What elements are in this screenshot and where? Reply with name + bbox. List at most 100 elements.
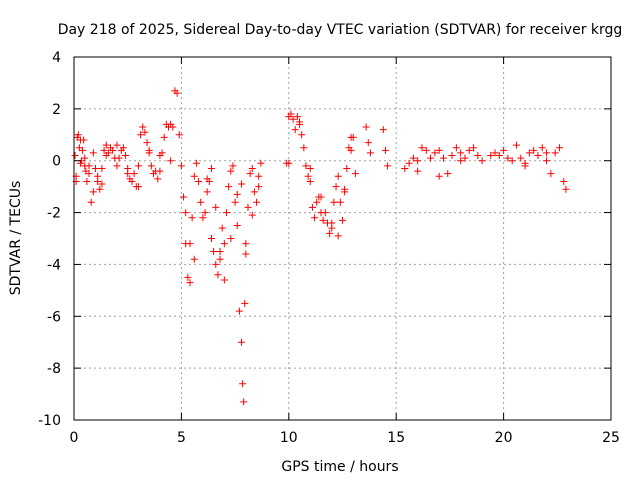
- data-point: [255, 183, 263, 191]
- data-point: [525, 149, 533, 157]
- data-point: [336, 198, 344, 206]
- data-point: [487, 152, 495, 160]
- data-point: [227, 167, 235, 175]
- data-point: [319, 216, 327, 224]
- data-point: [203, 188, 211, 196]
- data-point: [197, 198, 205, 206]
- data-point: [543, 149, 551, 157]
- data-point: [177, 162, 185, 170]
- data-point: [418, 144, 426, 152]
- data-point: [343, 164, 351, 172]
- data-point: [244, 203, 252, 211]
- data-point: [289, 115, 297, 123]
- plot-frame: [73, 56, 612, 421]
- data-point: [210, 247, 218, 255]
- data-point: [182, 240, 190, 248]
- data-point: [547, 170, 555, 178]
- data-point: [184, 273, 192, 281]
- data-point: [109, 146, 117, 154]
- data-point: [81, 162, 89, 170]
- data-point: [134, 162, 142, 170]
- data-point: [85, 170, 93, 178]
- data-point: [517, 154, 525, 162]
- data-point: [154, 175, 162, 183]
- data-point: [233, 190, 241, 198]
- data-point: [470, 144, 478, 152]
- data-point: [137, 131, 145, 139]
- data-point: [302, 162, 310, 170]
- x-tick-label: 10: [280, 430, 298, 446]
- labels-layer: 0 5 10 15 20 25 -10 -8 -6 -4 -2 0 2 4: [38, 50, 620, 446]
- data-point: [495, 152, 503, 160]
- data-point: [239, 380, 247, 388]
- data-point: [227, 235, 235, 242]
- data-point: [439, 154, 447, 162]
- data-point: [250, 188, 258, 196]
- data-point: [218, 224, 226, 232]
- data-point: [560, 177, 568, 185]
- data-point: [242, 250, 250, 258]
- data-point: [190, 172, 198, 180]
- data-point: [248, 211, 256, 219]
- data-point: [235, 307, 243, 315]
- data-point: [190, 255, 198, 263]
- data-point: [551, 149, 559, 157]
- data-point: [339, 216, 346, 224]
- y-tick-label: -8: [47, 361, 61, 377]
- data-point: [201, 209, 209, 217]
- data-point: [216, 255, 224, 263]
- data-point: [98, 180, 106, 188]
- data-point: [491, 149, 499, 157]
- data-point: [306, 164, 314, 172]
- data-point: [143, 139, 151, 147]
- data-point: [401, 164, 409, 172]
- data-point: [530, 146, 538, 154]
- y-tick-label: -2: [47, 206, 61, 222]
- data-point: [452, 144, 460, 152]
- y-axis-title: SDTVAR / TECUs: [8, 181, 24, 296]
- data-point: [115, 154, 123, 162]
- data-point: [444, 170, 452, 178]
- data-point: [113, 141, 121, 149]
- data-point: [229, 162, 237, 170]
- data-point: [414, 157, 422, 165]
- data-point: [285, 159, 293, 167]
- data-point: [238, 180, 246, 188]
- data-point: [87, 198, 95, 206]
- data-point: [220, 276, 228, 284]
- data-point: [169, 123, 177, 131]
- data-point: [83, 177, 91, 185]
- data-point: [246, 170, 254, 178]
- data-point: [435, 172, 443, 180]
- data-point: [512, 141, 520, 149]
- data-point: [241, 299, 249, 307]
- data-point: [212, 260, 220, 268]
- x-axis-title: GPS time / hours: [281, 459, 398, 475]
- data-point: [457, 157, 465, 165]
- data-point: [212, 203, 220, 211]
- data-point: [182, 209, 190, 217]
- data-point: [313, 198, 321, 206]
- x-tick-label: 5: [177, 430, 186, 446]
- x-tick-label: 25: [602, 430, 620, 446]
- data-point: [192, 159, 200, 167]
- data-point: [156, 167, 164, 175]
- data-point: [538, 144, 546, 152]
- data-point: [317, 193, 325, 201]
- data-point: [311, 214, 319, 222]
- data-point: [500, 146, 508, 154]
- data-point: [255, 172, 263, 180]
- data-point: [71, 152, 79, 160]
- data-point: [448, 152, 456, 160]
- data-point: [91, 164, 99, 172]
- data-point: [534, 152, 542, 160]
- data-point: [562, 185, 570, 193]
- data-point: [207, 164, 215, 172]
- data-point: [98, 164, 106, 172]
- data-point: [145, 146, 153, 154]
- y-tick-label: -10: [38, 413, 61, 429]
- data-point: [253, 198, 261, 206]
- data-point: [175, 131, 183, 139]
